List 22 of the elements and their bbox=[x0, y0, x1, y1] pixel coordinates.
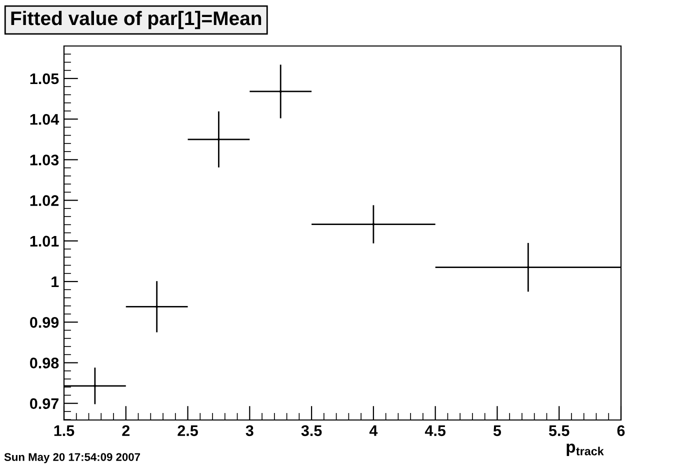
x-tick-label: 2.5 bbox=[178, 425, 198, 436]
x-tick-label: 3 bbox=[246, 425, 254, 436]
x-tick-label: 4 bbox=[369, 425, 378, 436]
x-tick-label: 2 bbox=[122, 425, 130, 436]
x-tick-label: 3.5 bbox=[301, 425, 322, 436]
y-tick-label: 1.04 bbox=[30, 114, 60, 125]
y-tick-label: 1 bbox=[52, 276, 59, 288]
y-tick-label: 0.98 bbox=[30, 358, 59, 368]
x-tick-label: 5 bbox=[493, 425, 502, 436]
y-tick-label: 1.03 bbox=[30, 154, 59, 166]
x-tick-label: 4.5 bbox=[424, 425, 446, 436]
text: Sun May 20 17:54:09 2007 bbox=[4, 453, 140, 464]
x-tick-label: 1.5 bbox=[54, 425, 74, 436]
y-tick-label: 1.02 bbox=[30, 195, 59, 206]
y-tick-label: 0.97 bbox=[30, 398, 58, 410]
x-tick-label: 6 bbox=[617, 425, 625, 436]
chart-title: Fitted value of par[1]=Mean bbox=[11, 10, 262, 30]
y-tick-label: 1.01 bbox=[30, 236, 59, 247]
x-axis-title: p$_{track}$ bbox=[566, 444, 604, 456]
y-tick-label: 1.05 bbox=[30, 73, 59, 84]
y-tick-label: 0.99 bbox=[30, 317, 59, 328]
x-tick-label: 5.5 bbox=[548, 425, 570, 436]
